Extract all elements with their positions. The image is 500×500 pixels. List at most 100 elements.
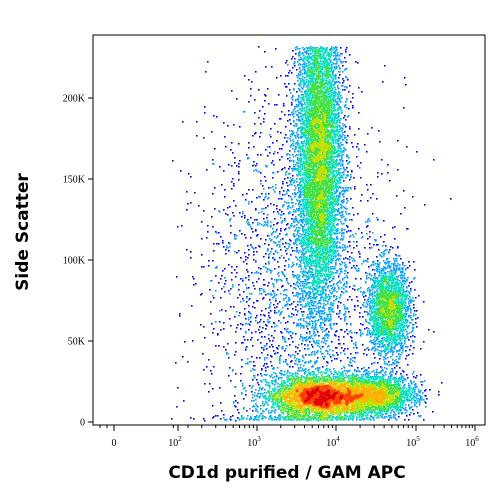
event-dot — [327, 387, 329, 389]
event-dot — [335, 402, 337, 404]
event-dot — [411, 398, 413, 400]
event-dot — [332, 419, 334, 421]
event-dot — [305, 382, 307, 384]
event-dot — [317, 415, 319, 417]
event-dot — [260, 393, 262, 395]
event-dot — [368, 409, 370, 411]
event-dot — [301, 204, 303, 206]
event-dot — [290, 383, 292, 385]
event-dot — [345, 373, 347, 375]
event-dot — [352, 401, 354, 403]
event-dot — [331, 406, 333, 408]
event-dot — [347, 385, 349, 387]
event-dot — [278, 406, 280, 408]
event-dot — [317, 409, 319, 411]
event-dot — [316, 398, 318, 400]
event-dot — [315, 392, 317, 394]
event-dot — [405, 391, 407, 393]
event-dot — [279, 408, 281, 410]
event-dot — [306, 401, 308, 403]
event-dot — [303, 390, 305, 392]
event-dot — [294, 396, 296, 398]
event-dot — [379, 392, 381, 394]
event-dot — [371, 378, 373, 380]
event-dot — [334, 381, 336, 383]
event-dot — [317, 394, 319, 396]
event-dot — [376, 407, 378, 409]
event-dot — [422, 392, 424, 394]
event-dot — [297, 394, 299, 396]
event-dot — [334, 402, 336, 404]
event-dot — [305, 405, 307, 407]
event-dot — [278, 397, 280, 399]
event-dot — [302, 386, 304, 388]
event-dot — [373, 419, 375, 421]
event-dot — [311, 417, 313, 419]
event-dot — [365, 382, 367, 384]
event-dot — [302, 389, 304, 391]
event-dot — [285, 397, 287, 399]
event-dot — [363, 396, 365, 398]
event-dot — [275, 400, 277, 402]
event-dot — [339, 418, 341, 420]
event-dot — [377, 406, 379, 408]
event-dot — [312, 414, 314, 416]
event-dot — [354, 399, 356, 401]
event-dot — [351, 399, 353, 401]
event-dot — [303, 388, 305, 390]
event-dot — [333, 404, 335, 406]
event-dot — [312, 392, 314, 394]
event-dot — [308, 400, 310, 402]
event-dot — [342, 392, 344, 394]
event-dot — [320, 408, 322, 410]
event-dot — [277, 389, 279, 391]
event-dot — [309, 404, 311, 406]
event-dot — [330, 413, 332, 415]
event-dot — [331, 379, 333, 381]
event-dot — [369, 373, 371, 375]
event-dot — [310, 393, 312, 395]
event-dot — [287, 380, 289, 382]
event-dot — [310, 389, 312, 391]
event-dot — [327, 390, 329, 392]
event-dot — [341, 399, 343, 401]
event-dot — [319, 408, 321, 410]
event-dot — [260, 373, 262, 375]
event-dot — [368, 371, 370, 373]
event-dot — [269, 391, 271, 393]
event-dot — [349, 397, 351, 399]
event-dot — [281, 370, 283, 372]
event-dot — [361, 395, 363, 397]
event-dot — [340, 377, 342, 379]
event-dot — [265, 409, 267, 411]
event-dot — [265, 396, 267, 398]
event-dot — [303, 399, 305, 401]
event-dot — [377, 403, 379, 405]
event-dot — [321, 409, 323, 411]
event-dot — [339, 404, 341, 406]
event-dot — [293, 393, 295, 395]
event-dot — [269, 387, 271, 389]
event-dot — [264, 392, 266, 394]
event-dot — [306, 406, 308, 408]
event-dot — [344, 401, 346, 403]
event-dot — [384, 367, 386, 369]
event-dot — [304, 395, 306, 397]
event-dot — [341, 383, 343, 385]
event-dot — [331, 400, 333, 402]
event-dot — [277, 386, 279, 388]
event-dot — [309, 379, 311, 381]
event-dot — [395, 382, 397, 384]
event-dot — [310, 300, 312, 302]
event-dot — [358, 382, 360, 384]
event-dot — [323, 387, 325, 389]
event-dot — [322, 377, 324, 379]
event-dot — [367, 390, 369, 392]
event-dot — [305, 393, 307, 395]
event-dot — [336, 401, 338, 403]
event-dot — [360, 378, 362, 380]
event-dot — [280, 388, 282, 390]
event-dot — [382, 402, 384, 404]
event-dot — [303, 403, 305, 405]
event-dot — [356, 399, 358, 401]
